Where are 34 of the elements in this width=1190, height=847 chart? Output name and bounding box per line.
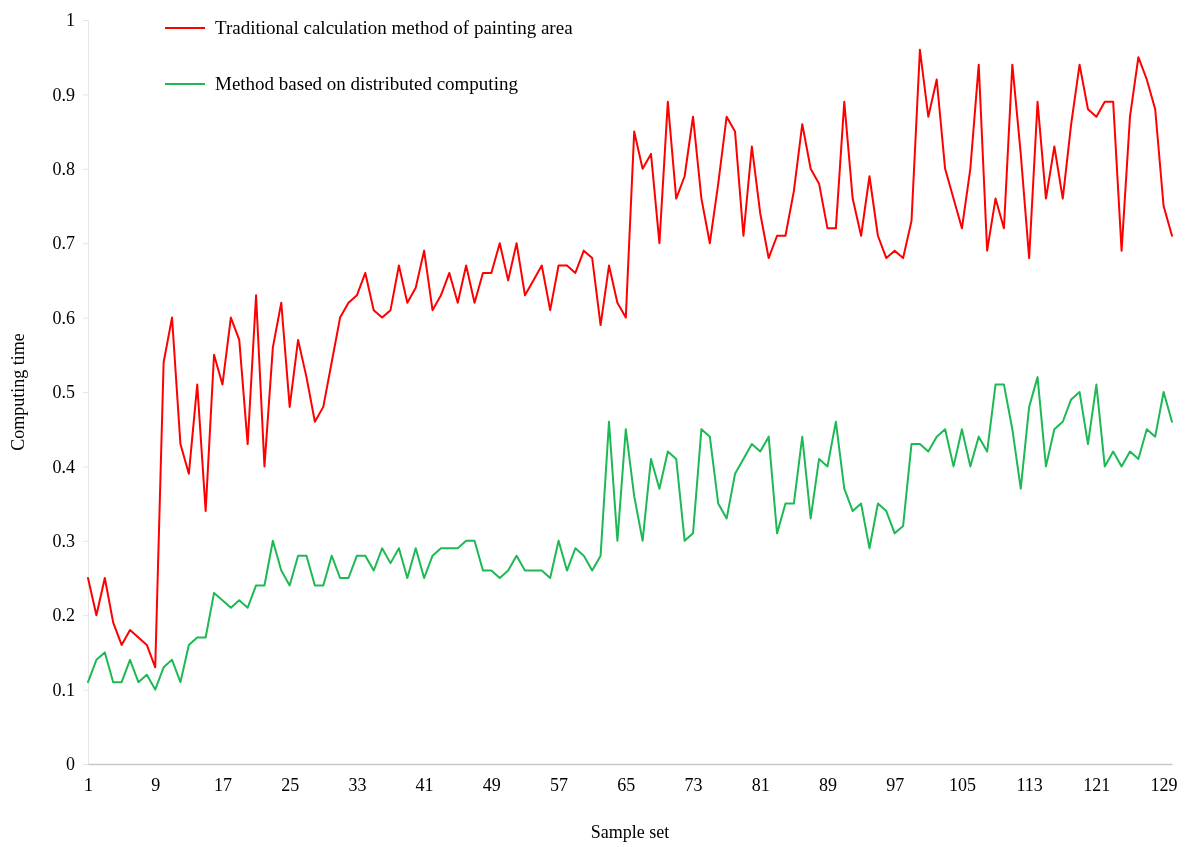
x-tick-label: 25 [281,774,300,795]
y-tick-label: 0.9 [52,84,75,105]
y-tick-label: 1 [66,10,75,31]
y-tick-label: 0.1 [52,679,75,700]
x-tick-label: 97 [886,774,905,795]
legend-label: Method based on distributed computing [215,73,519,94]
y-tick-label: 0.3 [52,531,75,552]
x-axis-title: Sample set [590,822,670,842]
x-tick-label: 41 [415,774,434,795]
x-tick-label: 65 [617,774,636,795]
x-tick-label: 57 [550,774,569,795]
x-tick-label: 105 [948,774,976,795]
y-tick-label: 0.7 [52,233,75,254]
y-tick-label: 0.4 [52,456,75,477]
x-tick-label: 9 [151,774,161,795]
line-series [87,376,1173,691]
line-series [87,48,1173,669]
x-tick-label: 89 [818,774,837,795]
x-tick-label: 113 [1016,774,1043,795]
y-axis-title: Computing time [8,333,28,451]
x-tick-label: 1 [84,774,93,795]
x-tick-label: 129 [1150,774,1178,795]
x-tick-label: 73 [684,774,703,795]
x-tick-label: 121 [1083,774,1111,795]
legend-label: Traditional calculation method of painting area [215,17,574,38]
y-tick-label: 0.2 [52,605,75,626]
x-tick-label: 33 [348,774,367,795]
y-tick-label: 0.8 [52,159,75,180]
y-tick-label: 0 [66,754,75,775]
x-tick-label: 81 [751,774,770,795]
y-tick-label: 0.6 [52,307,75,328]
x-tick-label: 49 [482,774,501,795]
y-tick-label: 0.5 [52,382,75,403]
x-tick-label: 17 [213,774,232,795]
